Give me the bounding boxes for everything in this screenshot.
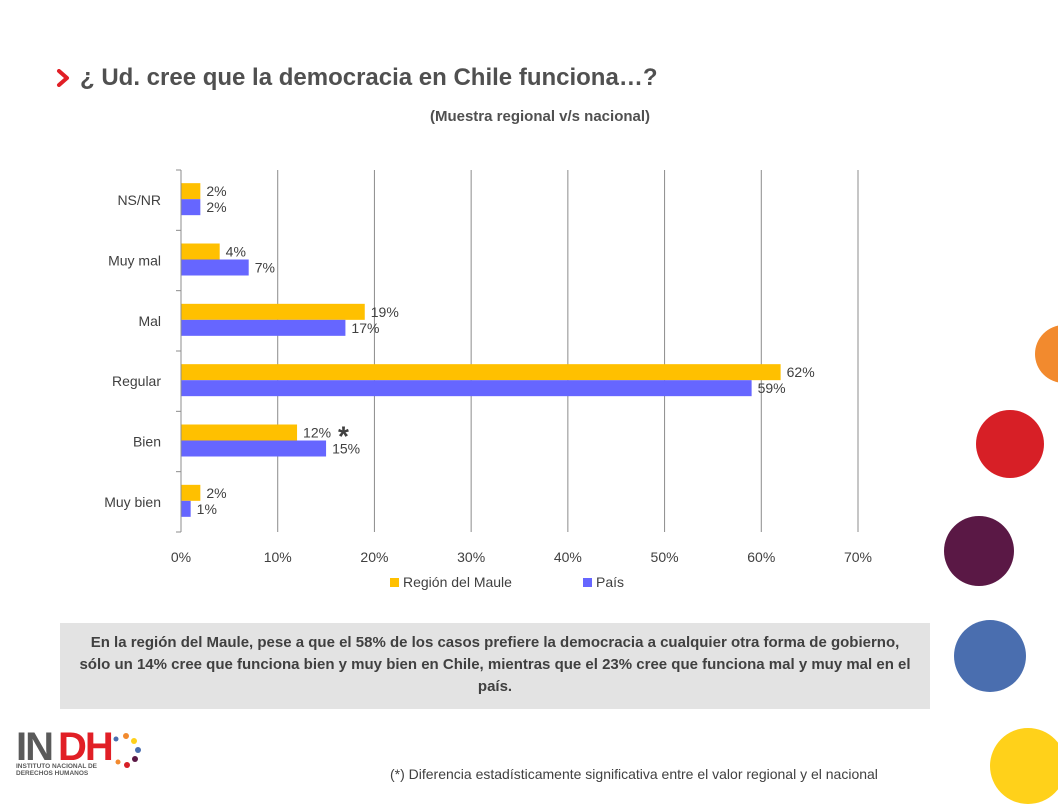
page-title: ¿ Ud. cree que la democracia en Chile fu… — [80, 64, 658, 91]
x-tick-label: 40% — [554, 549, 582, 565]
data-label: 2% — [206, 199, 226, 215]
data-label: 12% — [303, 425, 331, 441]
decor-circle-purple — [944, 516, 1014, 586]
footnote: (*) Diferencia estadísticamente signific… — [390, 766, 878, 782]
decor-circle-red — [976, 410, 1044, 478]
y-tick-label: NS/NR — [117, 192, 161, 208]
data-label: 2% — [206, 485, 226, 501]
legend-label: País — [596, 574, 624, 590]
decor-circle-orange — [1035, 325, 1058, 383]
legend-swatch — [390, 578, 399, 587]
bar — [181, 500, 191, 517]
summary-text: En la región del Maule, pese a que el 58… — [79, 634, 911, 695]
data-label: 2% — [206, 183, 226, 199]
y-tick-label: Regular — [112, 373, 161, 389]
x-tick-label: 10% — [264, 549, 292, 565]
bar — [181, 183, 201, 200]
significance-marker: * — [338, 421, 349, 452]
logo-wordmark-dh: DH — [58, 725, 112, 769]
y-tick-label: Mal — [138, 313, 161, 329]
summary-box: En la región del Maule, pese a que el 58… — [60, 623, 930, 709]
data-label: 62% — [787, 364, 815, 380]
bar — [181, 243, 220, 260]
chevron-right-icon — [57, 69, 69, 87]
title-row: ¿ Ud. cree que la democracia en Chile fu… — [56, 64, 657, 92]
data-label: 17% — [351, 320, 379, 336]
legend-label: Región del Maule — [403, 574, 512, 590]
data-label: 4% — [226, 244, 246, 260]
data-label: 15% — [332, 441, 360, 457]
page-subtitle: (Muestra regional v/s nacional) — [429, 108, 651, 125]
bar — [181, 199, 201, 216]
logo-line2: DERECHOS HUMANOS — [16, 770, 89, 777]
bar — [181, 380, 752, 397]
data-label: 1% — [197, 501, 217, 517]
data-label: 59% — [758, 380, 786, 396]
x-tick-label: 30% — [457, 549, 485, 565]
x-tick-label: 50% — [651, 549, 679, 565]
bar — [181, 424, 298, 441]
logo-wordmark-in: IN — [16, 725, 52, 769]
x-tick-label: 60% — [747, 549, 775, 565]
bar — [181, 440, 327, 457]
bar — [181, 364, 781, 381]
y-tick-label: Muy mal — [108, 253, 161, 269]
decor-circle-blue — [954, 620, 1026, 692]
x-tick-label: 20% — [360, 549, 388, 565]
indh-logo: IN DH INSTITUTO NACIONAL DE DERECHOS HUM… — [14, 724, 144, 785]
logo-dots — [113, 733, 141, 768]
bar — [181, 319, 346, 336]
data-label: 19% — [371, 304, 399, 320]
bar — [181, 303, 365, 320]
indh-logo-graphic: IN DH INSTITUTO NACIONAL DE DERECHOS HUM… — [16, 725, 141, 777]
bar — [181, 259, 249, 276]
logo-line1: INSTITUTO NACIONAL DE — [16, 763, 98, 770]
decor-circle-yellow — [990, 728, 1058, 804]
data-label: 7% — [255, 260, 275, 276]
bar — [181, 484, 201, 501]
y-tick-label: Muy bien — [104, 494, 161, 510]
y-tick-label: Bien — [133, 434, 161, 450]
legend-swatch — [583, 578, 592, 587]
x-tick-label: 0% — [171, 549, 191, 565]
x-tick-label: 70% — [844, 549, 872, 565]
